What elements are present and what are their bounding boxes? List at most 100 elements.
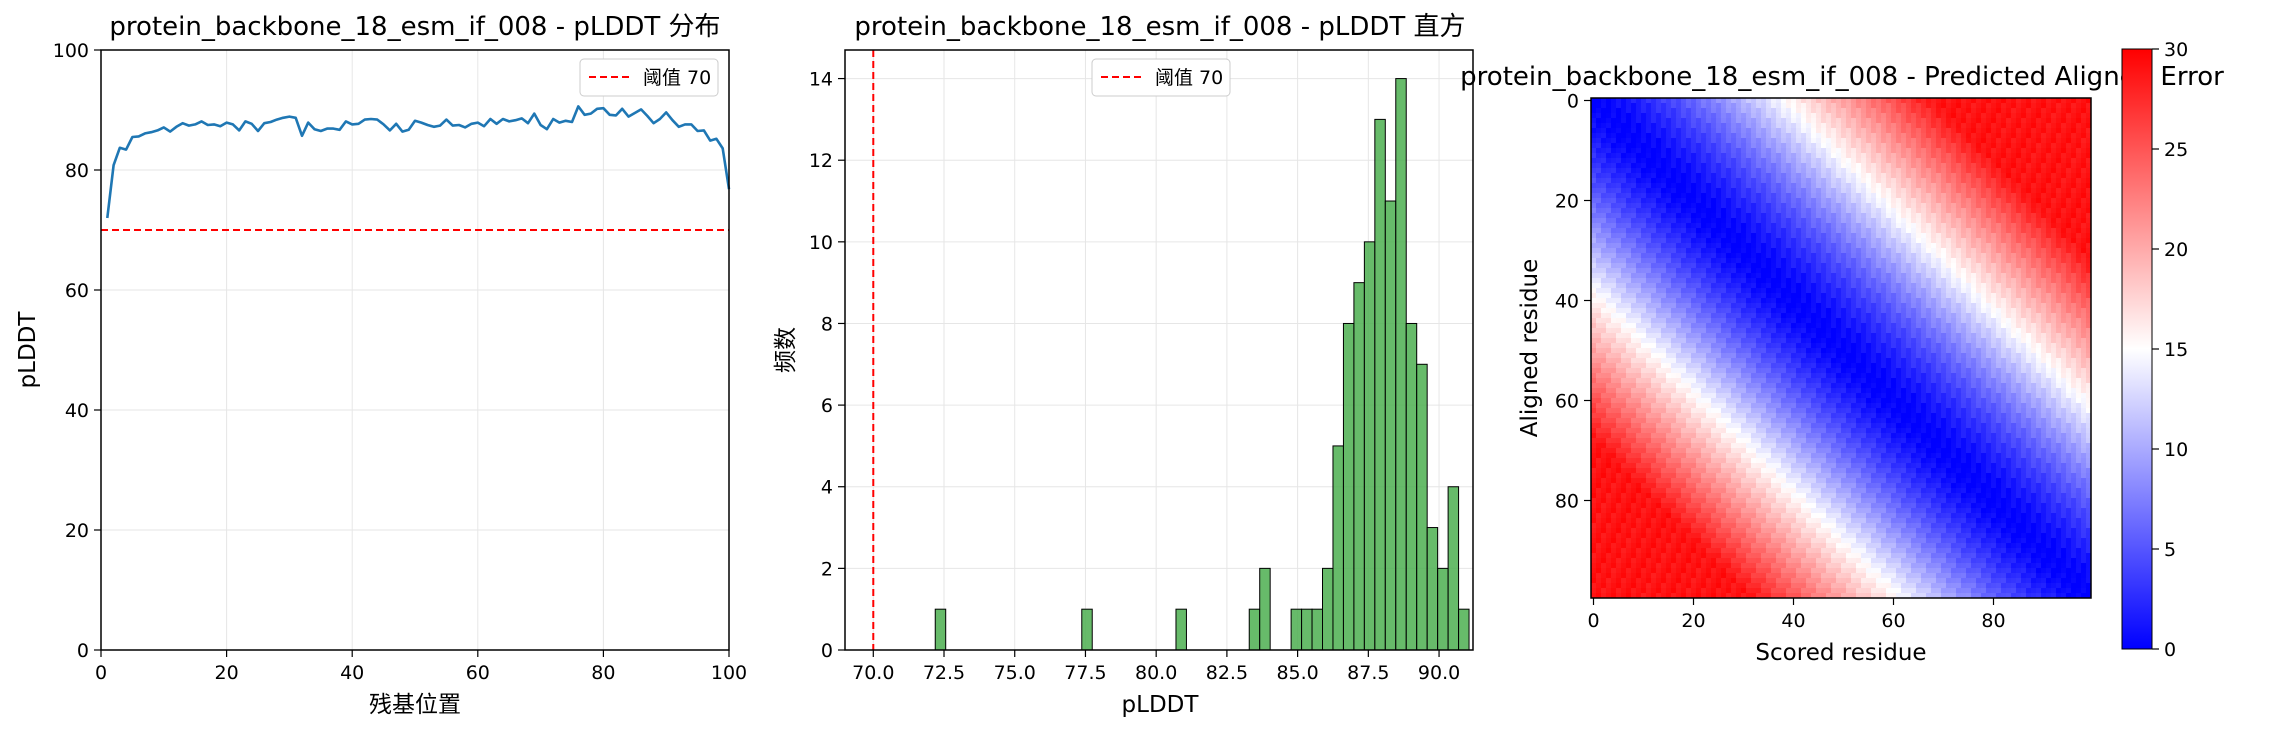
heatmap-cell <box>1616 243 1622 249</box>
heatmap-cell <box>1736 248 1742 254</box>
heatmap-cell <box>1686 178 1692 184</box>
heatmap-cell <box>1886 188 1892 194</box>
heatmap-cell <box>2041 133 2047 139</box>
heatmap-cell <box>2031 323 2037 329</box>
heatmap-cell <box>1926 308 1932 314</box>
heatmap-cell <box>1891 268 1897 274</box>
heatmap-cell <box>1751 113 1757 119</box>
chart1-plot-area <box>101 105 731 231</box>
heatmap-cell <box>1796 158 1802 164</box>
heatmap-cell <box>1836 248 1842 254</box>
heatmap-cell <box>1991 298 1997 304</box>
heatmap-cell <box>1956 273 1962 279</box>
heatmap-cell <box>1821 138 1827 144</box>
heatmap-cell <box>1591 328 1597 334</box>
heatmap-cell <box>1911 203 1917 209</box>
heatmap-cell <box>1916 233 1922 239</box>
heatmap-cell <box>1761 133 1767 139</box>
heatmap-cell <box>1846 333 1852 339</box>
heatmap-cell <box>1946 318 1952 324</box>
heatmap-cell <box>1711 158 1717 164</box>
heatmap-cell <box>2056 298 2062 304</box>
heatmap-cell <box>1751 293 1757 299</box>
heatmap-cell <box>2051 158 2057 164</box>
heatmap-cell <box>1806 258 1812 264</box>
heatmap-cell <box>1801 228 1807 234</box>
heatmap-cell <box>1606 113 1612 119</box>
heatmap-cell <box>1881 313 1887 319</box>
heatmap-cell <box>2036 233 2042 239</box>
heatmap-cell <box>1746 113 1752 119</box>
heatmap-cell <box>1731 118 1737 124</box>
heatmap-cell <box>1631 208 1637 214</box>
heatmap-cell <box>1741 273 1747 279</box>
heatmap-cell <box>1596 238 1602 244</box>
heatmap-cell <box>1966 193 1972 199</box>
heatmap-cell <box>2071 98 2077 104</box>
heatmap-cell <box>2026 133 2032 139</box>
heatmap-cell <box>1656 253 1662 259</box>
heatmap-cell <box>1781 113 1787 119</box>
heatmap-cell <box>1826 173 1832 179</box>
heatmap-cell <box>1766 313 1772 319</box>
heatmap-cell <box>2026 253 2032 259</box>
heatmap-cell <box>1821 278 1827 284</box>
heatmap-cell <box>1641 138 1647 144</box>
heatmap-cell <box>1746 108 1752 114</box>
heatmap-cell <box>1836 143 1842 149</box>
heatmap-cell <box>1741 328 1747 334</box>
heatmap-cell <box>2026 98 2032 104</box>
heatmap-cell <box>1906 213 1912 219</box>
heatmap-cell <box>1806 98 1812 104</box>
heatmap-cell <box>1901 308 1907 314</box>
heatmap-cell <box>1746 153 1752 159</box>
heatmap-cell <box>1941 133 1947 139</box>
heatmap-cell <box>1686 278 1692 284</box>
heatmap-cell <box>1811 253 1817 259</box>
heatmap-cell <box>1696 328 1702 334</box>
heatmap-cell <box>1941 243 1947 249</box>
heatmap-cell <box>1911 148 1917 154</box>
heatmap-cell <box>2036 273 2042 279</box>
heatmap-cell <box>1831 143 1837 149</box>
heatmap-cell <box>1741 258 1747 264</box>
heatmap-cell <box>1681 168 1687 174</box>
heatmap-cell <box>1851 183 1857 189</box>
heatmap-cell <box>1641 198 1647 204</box>
heatmap-cell <box>2081 188 2087 194</box>
heatmap-cell <box>2031 178 2037 184</box>
heatmap-cell <box>1921 208 1927 214</box>
heatmap-cell <box>1871 158 1877 164</box>
heatmap-cell <box>2026 153 2032 159</box>
heatmap-cell <box>1816 238 1822 244</box>
heatmap-cell <box>1886 148 1892 154</box>
heatmap-cell <box>1816 168 1822 174</box>
heatmap-cell <box>1601 138 1607 144</box>
heatmap-cell <box>2081 183 2087 189</box>
heatmap-cell <box>1951 148 1957 154</box>
chart2-ytick-label: 12 <box>809 150 833 172</box>
heatmap-cell <box>1666 328 1672 334</box>
heatmap-cell <box>1841 278 1847 284</box>
heatmap-cell <box>1836 163 1842 169</box>
heatmap-cell <box>1961 153 1967 159</box>
heatmap-cell <box>1656 323 1662 329</box>
heatmap-cell <box>1806 133 1812 139</box>
heatmap-cell <box>1891 178 1897 184</box>
heatmap-cell <box>1766 273 1772 279</box>
heatmap-cell <box>1861 308 1867 314</box>
heatmap-cell <box>1901 233 1907 239</box>
heatmap-cell <box>1991 283 1997 289</box>
heatmap-cell <box>2031 183 2037 189</box>
heatmap-cell <box>1956 203 1962 209</box>
heatmap-cell <box>1696 188 1702 194</box>
heatmap-cell <box>2056 98 2062 104</box>
heatmap-cell <box>1941 268 1947 274</box>
heatmap-cell <box>1856 248 1862 254</box>
heatmap-cell <box>1761 98 1767 104</box>
heatmap-cell <box>1991 308 1997 314</box>
heatmap-cell <box>2021 208 2027 214</box>
heatmap-cell <box>1651 118 1657 124</box>
chart2-ytick-label: 2 <box>821 558 833 580</box>
heatmap-cell <box>2026 188 2032 194</box>
